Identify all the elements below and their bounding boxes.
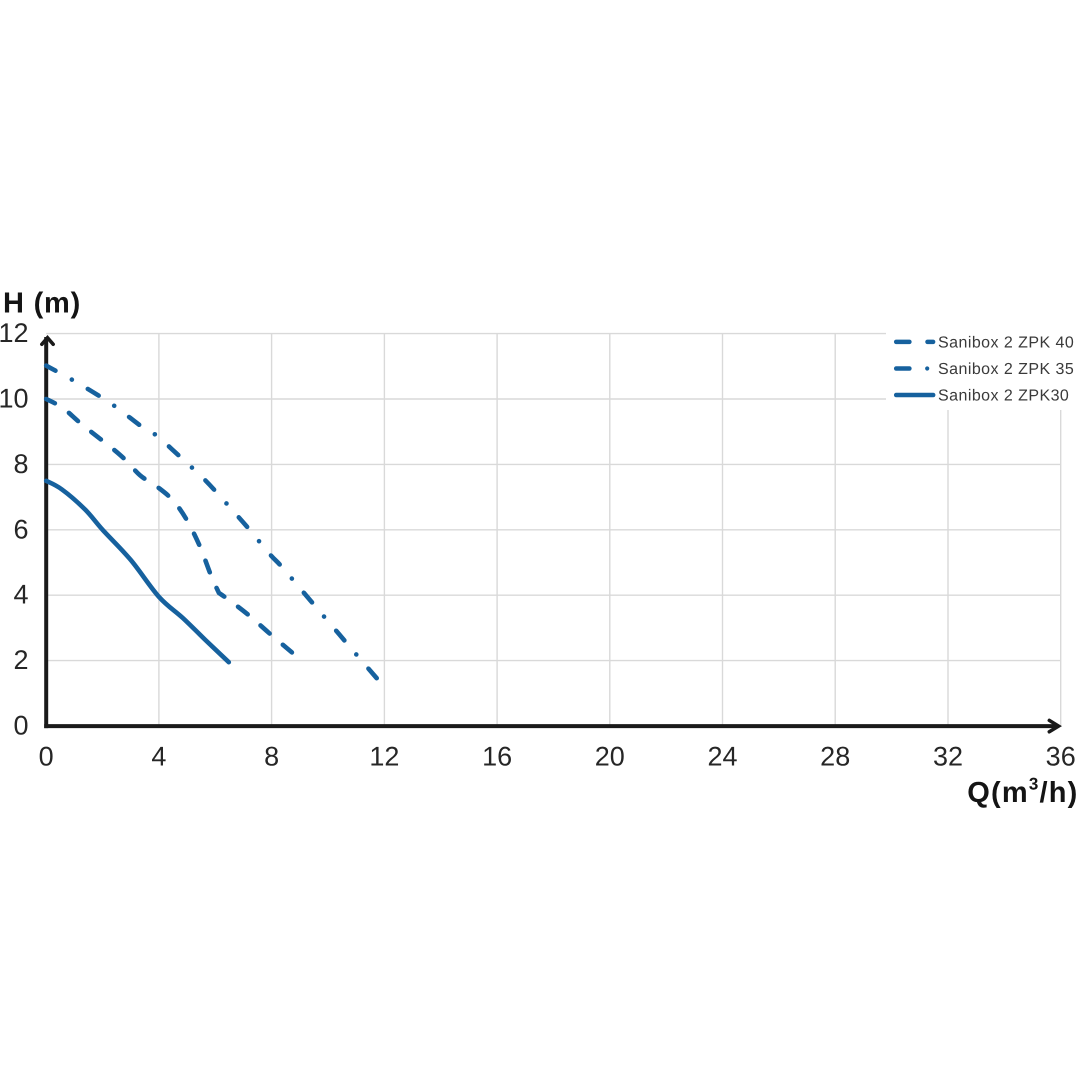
svg-text:0: 0 bbox=[39, 741, 54, 771]
svg-text:16: 16 bbox=[482, 741, 512, 771]
svg-text:Sanibox 2 ZPK30: Sanibox 2 ZPK30 bbox=[938, 388, 1069, 405]
svg-text:2: 2 bbox=[13, 645, 28, 675]
svg-text:Sanibox 2 ZPK 35: Sanibox 2 ZPK 35 bbox=[938, 361, 1074, 378]
svg-text:8: 8 bbox=[13, 449, 28, 479]
svg-text:4: 4 bbox=[13, 580, 28, 610]
svg-text:12: 12 bbox=[369, 741, 399, 771]
svg-text:Q(m3/h): Q(m3/h) bbox=[967, 775, 1078, 810]
svg-text:24: 24 bbox=[707, 741, 737, 771]
svg-text:20: 20 bbox=[595, 741, 625, 771]
svg-text:10: 10 bbox=[0, 384, 29, 414]
svg-text:6: 6 bbox=[13, 514, 28, 544]
svg-text:Sanibox 2 ZPK 40: Sanibox 2 ZPK 40 bbox=[938, 334, 1074, 351]
svg-text:32: 32 bbox=[933, 741, 963, 771]
svg-text:28: 28 bbox=[820, 741, 850, 771]
svg-text:8: 8 bbox=[264, 741, 279, 771]
svg-text:4: 4 bbox=[151, 741, 166, 771]
svg-text:36: 36 bbox=[1046, 741, 1076, 771]
svg-text:H (m): H (m) bbox=[3, 288, 81, 320]
svg-text:12: 12 bbox=[0, 318, 29, 348]
svg-text:0: 0 bbox=[13, 711, 28, 741]
